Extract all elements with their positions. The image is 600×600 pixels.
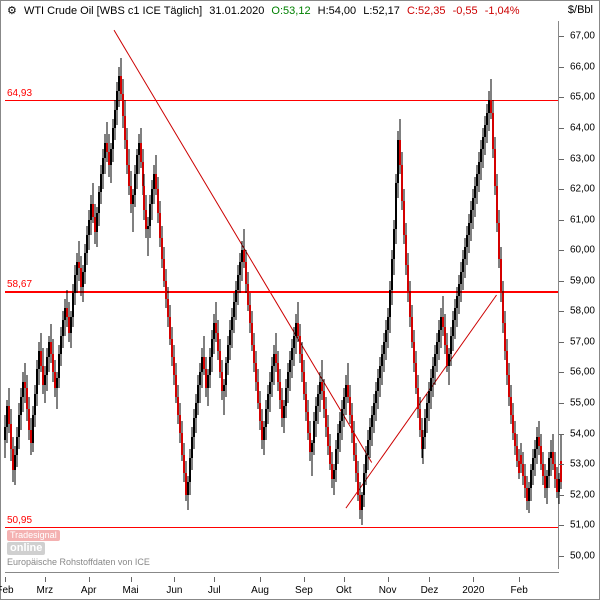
ohlc-low: L:52,17 [363,5,400,17]
logo-line2: online [7,542,45,555]
resistance-label: 50,95 [7,515,32,526]
y-tick: 66,00 [570,61,595,72]
trendlines-layer [5,21,558,569]
x-axis: FebMrzAprMaiJunJulAugSepOktNovDez2020Feb [5,572,559,599]
y-tick: 50,00 [570,550,595,561]
x-tick: Aug [251,585,269,596]
chart-date: 31.01.2020 [209,5,264,17]
y-axis: 50,00 51,00 52,00 53,00 54,00 55,00 56,00 57,00… [559,21,599,569]
ohlc-change: -0,55 [453,5,478,17]
x-tick: Mai [122,585,138,596]
y-tick: 58,00 [570,306,595,317]
chart-footer: Europäische Rohstoffdaten von ICE [7,557,150,567]
y-tick: 55,00 [570,397,595,408]
resistance-line [5,527,558,528]
plot-area: 64,93 58,67 50,95 [5,21,559,569]
x-tick: Feb [0,585,14,596]
x-tick: Feb [511,585,528,596]
watermark-logo: Tradesignal online [7,530,60,555]
y-tick: 67,00 [570,31,595,42]
y-tick: 57,00 [570,336,595,347]
x-tick: Nov [379,585,397,596]
x-tick: 2020 [462,585,484,596]
x-tick: Mrz [37,585,54,596]
y-tick: 60,00 [570,245,595,256]
resistance-line [5,291,558,293]
y-axis-label: $/Bbl [568,4,593,16]
resistance-label: 58,67 [7,279,32,290]
ohlc-open: O:53,12 [271,5,310,17]
y-tick: 51,00 [570,520,595,531]
y-tick: 65,00 [570,92,595,103]
chart-header: ⚙ WTI Crude Oil [WBS c1 ICE Täglich] 31.… [7,4,524,17]
resistance-line [5,100,558,101]
x-tick: Dez [421,585,439,596]
y-tick: 53,00 [570,459,595,470]
chart-container: ⚙ WTI Crude Oil [WBS c1 ICE Täglich] 31.… [0,0,600,600]
x-tick: Apr [81,585,97,596]
x-tick: Jun [166,585,182,596]
y-tick: 59,00 [570,275,595,286]
x-tick: Sep [295,585,313,596]
y-tick: 52,00 [570,489,595,500]
trend-line [346,295,497,508]
y-tick: 63,00 [570,153,595,164]
ohlc-close: C:52,35 [407,5,446,17]
x-tick: Jul [208,585,221,596]
resistance-label: 64,93 [7,87,32,98]
logo-line1: Tradesignal [7,530,60,541]
gear-icon[interactable]: ⚙ [7,5,17,17]
y-tick: 61,00 [570,214,595,225]
y-tick: 56,00 [570,367,595,378]
chart-title: WTI Crude Oil [WBS c1 ICE Täglich] [24,5,202,17]
y-tick: 62,00 [570,184,595,195]
y-tick: 64,00 [570,122,595,133]
x-tick: Okt [336,585,352,596]
ohlc-high: H:54,00 [318,5,357,17]
ohlc-pct: -1,04% [485,5,520,17]
y-tick: 54,00 [570,428,595,439]
